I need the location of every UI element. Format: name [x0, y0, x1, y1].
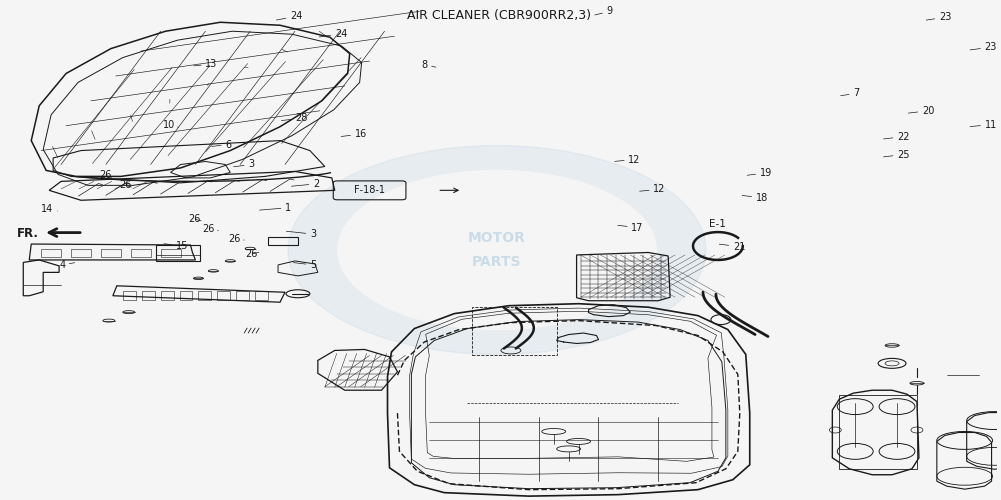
Text: 16: 16	[341, 129, 367, 139]
Text: 26: 26	[119, 180, 131, 190]
Text: 22: 22	[884, 132, 910, 141]
Text: FR.: FR.	[17, 227, 39, 240]
Text: 17: 17	[618, 222, 644, 232]
Text: AIR CLEANER (CBR900RR2,3): AIR CLEANER (CBR900RR2,3)	[407, 9, 591, 22]
Text: 3: 3	[233, 160, 254, 170]
Bar	[179, 291, 192, 300]
Text: 26: 26	[99, 170, 111, 180]
Text: 11: 11	[970, 120, 997, 130]
Text: 23: 23	[970, 42, 997, 52]
Text: 23: 23	[926, 12, 951, 22]
Text: 24: 24	[319, 28, 347, 38]
Text: 26: 26	[228, 234, 244, 244]
Bar	[839, 395, 917, 469]
Text: 5: 5	[293, 260, 316, 270]
Text: 26: 26	[202, 224, 218, 234]
Bar	[160, 291, 173, 300]
Text: 21: 21	[720, 242, 745, 252]
Text: 2: 2	[291, 179, 319, 189]
Text: MOTOR: MOTOR	[468, 230, 526, 244]
Bar	[160, 249, 180, 257]
Text: 26: 26	[188, 214, 201, 224]
Text: 3: 3	[286, 229, 316, 239]
Bar	[41, 249, 61, 257]
Text: F-18-1: F-18-1	[354, 186, 385, 196]
Bar	[155, 245, 200, 261]
Bar	[198, 291, 211, 300]
Text: 26: 26	[245, 249, 259, 259]
Bar	[131, 249, 151, 257]
Text: 4: 4	[59, 260, 75, 270]
Text: 20: 20	[908, 106, 934, 116]
Text: PARTS: PARTS	[472, 256, 522, 270]
Text: 24: 24	[276, 12, 302, 22]
Text: 12: 12	[615, 154, 641, 164]
Text: 1: 1	[259, 202, 291, 212]
Text: 7: 7	[841, 88, 860, 99]
Text: 18: 18	[742, 193, 768, 203]
Text: 9: 9	[595, 6, 613, 16]
Text: 13: 13	[194, 59, 217, 69]
Text: 14: 14	[41, 204, 58, 214]
Text: 28: 28	[281, 113, 307, 123]
Text: E-1: E-1	[710, 218, 727, 228]
Bar	[236, 291, 249, 300]
Polygon shape	[337, 170, 657, 330]
Bar	[142, 291, 154, 300]
Bar	[217, 291, 230, 300]
Text: 8: 8	[421, 60, 435, 70]
Bar	[71, 249, 91, 257]
Text: 12: 12	[640, 184, 666, 194]
Text: 19: 19	[747, 168, 772, 178]
Polygon shape	[288, 146, 706, 354]
Bar	[255, 291, 268, 300]
Bar	[123, 291, 136, 300]
Text: 25: 25	[884, 150, 910, 160]
Bar	[472, 306, 557, 356]
Bar	[268, 237, 298, 245]
Text: 15: 15	[164, 241, 188, 251]
Bar	[101, 249, 121, 257]
Text: 10: 10	[162, 120, 178, 130]
Text: 6: 6	[212, 140, 231, 149]
